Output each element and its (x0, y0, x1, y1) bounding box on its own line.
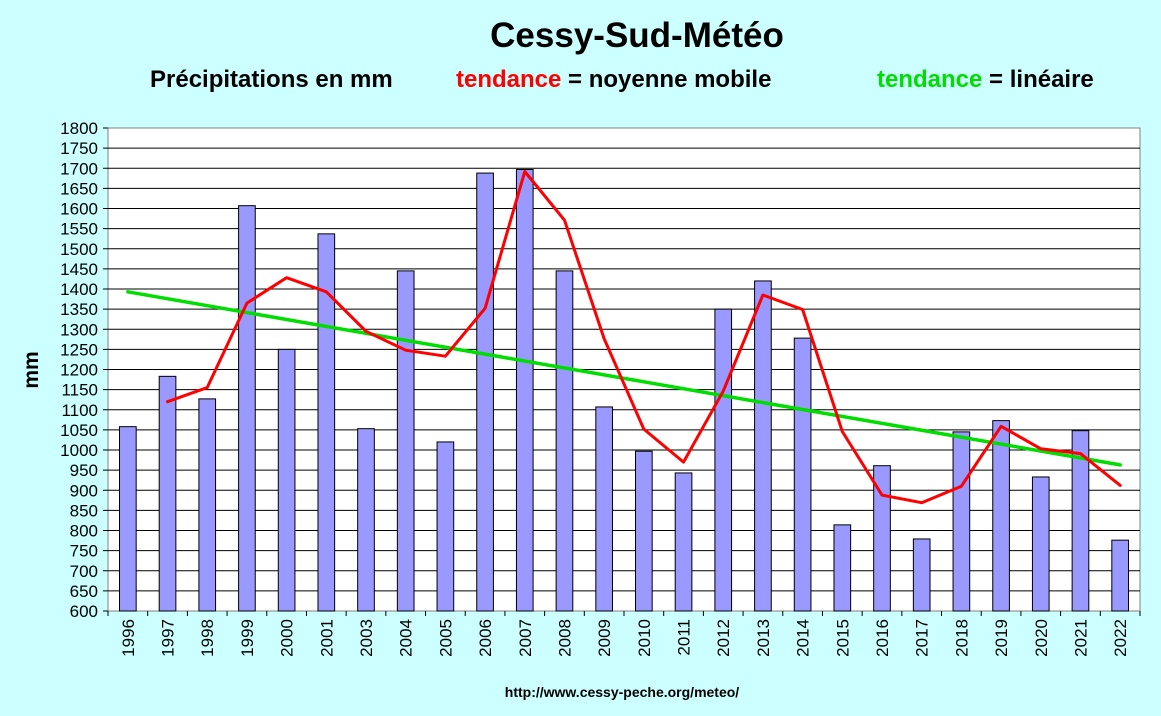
bar-2017 (912, 538, 931, 612)
y-tick-label: 1200 (60, 361, 98, 380)
linear-trend-legend-label: tendance (877, 66, 982, 93)
bar-2004 (396, 270, 415, 612)
y-tick-label: 1800 (60, 119, 98, 138)
moving-average-line (166, 170, 1122, 505)
bar-2020 (1031, 476, 1050, 612)
x-tick-label: 1999 (238, 619, 257, 657)
y-tick-label: 600 (70, 602, 98, 621)
x-tick-label: 2016 (873, 619, 892, 657)
x-tick-label: 2010 (635, 619, 654, 657)
moving-average-legend-text: = noyenne mobile (561, 66, 771, 93)
chart-subtitle-linear: tendance = linéaire (877, 66, 1094, 93)
y-tick-label: 750 (70, 542, 98, 561)
x-tick-label: 2006 (476, 619, 495, 657)
y-tick-label: 1350 (60, 300, 98, 319)
y-tick-label: 700 (70, 562, 98, 581)
bar-2014 (793, 337, 812, 612)
source-url: http://www.cessy-peche.org/meteo/ (505, 684, 740, 700)
y-tick-label: 1000 (60, 441, 98, 460)
y-tick-label: 850 (70, 501, 98, 520)
bar-1998 (198, 398, 217, 612)
x-tick-label: 2014 (794, 619, 813, 657)
y-tick-label: 1300 (60, 320, 98, 339)
linear-trend-legend-text: = linéaire (982, 66, 1093, 93)
bar-2007 (515, 168, 534, 612)
bar-2015 (833, 524, 852, 612)
x-tick-label: 1997 (159, 619, 178, 657)
y-tick-label: 650 (70, 582, 98, 601)
x-tick-label: 2017 (913, 619, 932, 657)
x-tick-label: 2020 (1032, 619, 1051, 657)
x-tick-label: 1998 (198, 619, 217, 657)
bar-series (119, 168, 1129, 612)
bar-2003 (357, 428, 375, 612)
x-tick-label: 2019 (992, 619, 1011, 657)
bar-2005 (436, 441, 455, 612)
bar-2019 (992, 420, 1010, 612)
x-tick-label: 2018 (952, 619, 971, 657)
y-tick-label: 1150 (61, 381, 98, 400)
x-tick-label: 2009 (595, 619, 614, 657)
y-tick-label: 1100 (61, 401, 98, 420)
bar-2006 (476, 172, 494, 612)
bar-2008 (555, 270, 574, 612)
x-tick-label: 2013 (754, 619, 773, 657)
bar-2016 (873, 465, 891, 612)
x-tick-label: 2015 (833, 619, 852, 657)
chart-subtitle-moving-average: tendance = noyenne mobile (456, 66, 771, 93)
y-tick-label: 900 (70, 481, 98, 500)
moving-average-legend-label: tendance (456, 66, 561, 93)
y-tick-label: 1550 (60, 220, 98, 239)
bar-2018 (952, 431, 971, 612)
y-axis-label: mm (20, 351, 43, 388)
x-tick-label: 2005 (436, 619, 455, 657)
bar-1996 (119, 426, 137, 612)
x-tick-label: 2022 (1111, 619, 1130, 657)
bar-2011 (674, 472, 693, 612)
y-tick-label: 1400 (60, 280, 98, 299)
x-tick-label: 2004 (397, 619, 416, 657)
x-tick-label: 1996 (119, 619, 138, 657)
x-tick-label: 2021 (1071, 619, 1090, 657)
x-tick-label: 2003 (357, 619, 376, 657)
y-tick-label: 1250 (60, 340, 98, 359)
bar-2000 (277, 348, 296, 612)
bar-1999 (238, 205, 256, 612)
y-tick-label: 1750 (60, 139, 98, 158)
bar-2010 (635, 450, 653, 612)
x-tick-label: 2000 (278, 619, 297, 657)
bar-2009 (595, 406, 613, 612)
y-tick-label: 1500 (60, 240, 98, 259)
x-tick-label: 2012 (714, 619, 733, 657)
y-tick-label: 950 (70, 461, 98, 480)
y-tick-label: 1650 (60, 179, 98, 198)
chart-subtitle-precip: Précipitations en mm (150, 66, 393, 93)
y-tick-label: 1600 (60, 200, 98, 219)
y-tick-label: 1450 (60, 260, 98, 279)
x-tick-label: 2007 (516, 619, 535, 657)
x-axis-ticks: 1996 1997 1998 1999 2000 2001 2003 2004 2005 2006… (107, 611, 1141, 657)
chart-title: Cessy-Sud-Météo (490, 16, 784, 55)
trend-lines (126, 170, 1122, 505)
bar-1997 (158, 375, 177, 612)
bar-2012 (714, 308, 733, 612)
x-tick-label: 2001 (317, 619, 336, 657)
y-tick-label: 1700 (60, 159, 98, 178)
linear-trend-line (126, 290, 1122, 467)
bar-2013 (754, 280, 772, 612)
x-tick-label: 2008 (555, 619, 574, 657)
y-tick-label: 1050 (60, 421, 98, 440)
x-tick-label: 2011 (675, 619, 694, 656)
bar-2021 (1071, 430, 1090, 612)
y-tick-label: 800 (70, 522, 98, 541)
bar-2022 (1111, 539, 1129, 612)
